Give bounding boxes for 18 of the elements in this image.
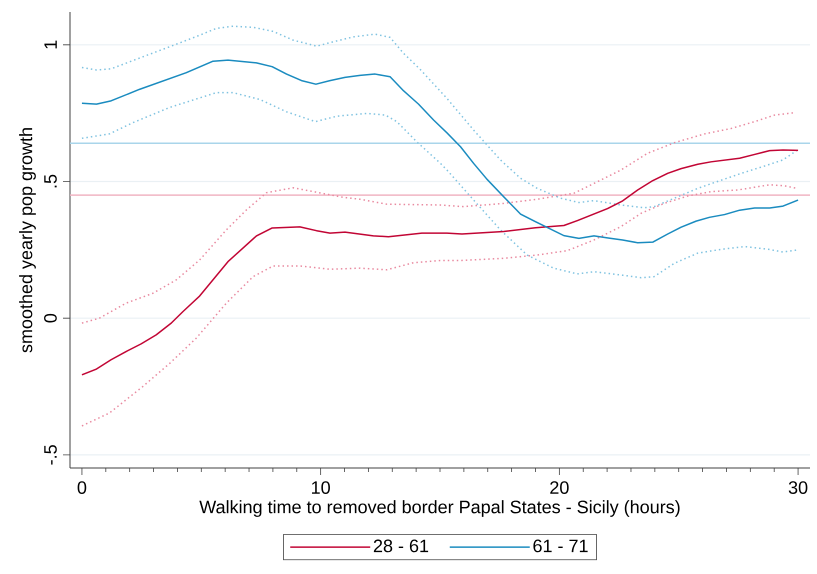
x-axis-title: Walking time to removed border Papal States - Sicily (hours) (199, 500, 680, 517)
legend-label: 61 - 71 (533, 540, 588, 552)
y-tick-label: 0 (44, 314, 57, 322)
line-series (81, 184, 798, 427)
line-series (81, 112, 794, 324)
y-axis-title: smoothed yearly pop growth (19, 128, 36, 353)
y-tick-label: .5 (44, 174, 57, 188)
x-tick-label: 10 (312, 481, 330, 494)
y-tick-label: -.5 (44, 445, 57, 465)
line-series (81, 92, 799, 278)
line-series (81, 149, 799, 376)
line-series (81, 59, 799, 244)
x-tick-label: 20 (550, 481, 569, 494)
legend-label: 28 - 61 (374, 540, 428, 552)
x-tick-label: 0 (78, 481, 86, 494)
y-tick-label: 1 (44, 40, 57, 48)
line-series (81, 25, 798, 208)
x-tick-label: 30 (788, 481, 808, 494)
